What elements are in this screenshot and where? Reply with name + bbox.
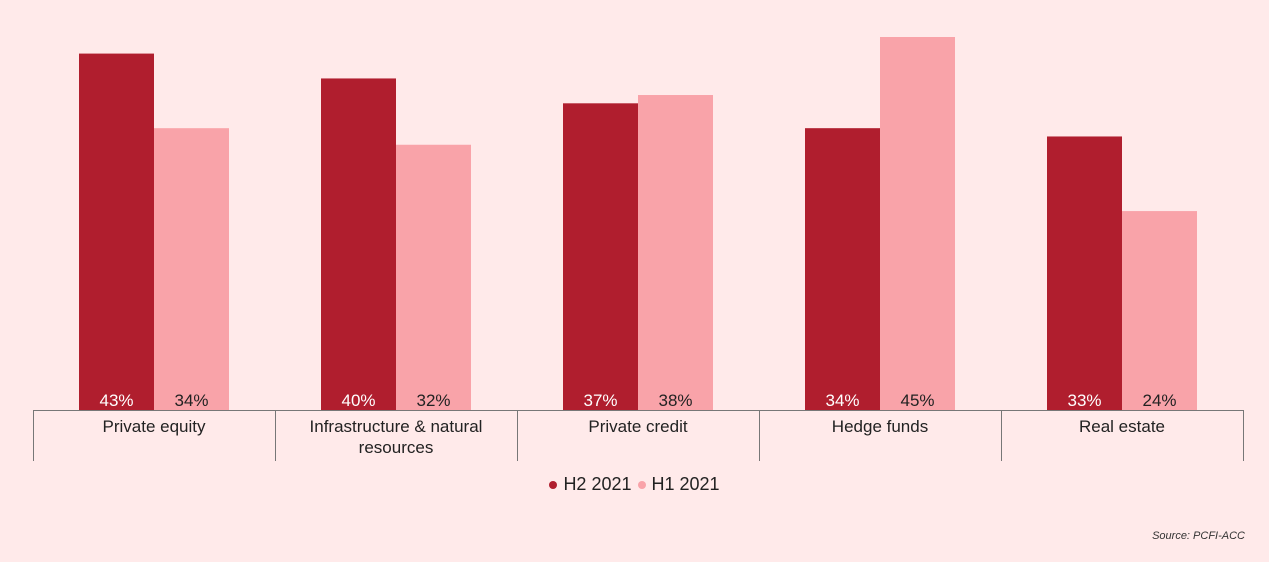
legend-dot-h2-icon xyxy=(549,480,558,489)
bar-h2-2021-private-equity[interactable] xyxy=(79,53,154,410)
bar-h2-2021-infrastructure-natural-resources[interactable] xyxy=(321,78,396,410)
bar-label-h1-2021-private-equity: 34% xyxy=(174,391,208,410)
x-tick-label-hedge-funds: Hedge funds xyxy=(832,417,928,436)
bar-h1-2021-private-credit[interactable] xyxy=(638,95,713,411)
bar-label-h1-2021-infrastructure-natural-resources: 32% xyxy=(416,391,450,410)
bar-label-h1-2021-real-estate: 24% xyxy=(1142,391,1176,410)
bar-h1-2021-infrastructure-natural-resources[interactable] xyxy=(396,144,471,410)
legend-label-h2: H2 2021 xyxy=(563,474,632,494)
x-axis: Private equity Infrastructure & natural re… xyxy=(33,410,1244,461)
bar-h1-2021-private-equity[interactable] xyxy=(154,128,229,410)
bar-h2-2021-real-estate[interactable] xyxy=(1047,136,1122,410)
x-tick-label-infrastructure-natural-resources: Infrastructure & natural resources xyxy=(310,417,483,457)
legend-item-h2[interactable]: H2 2021 xyxy=(549,474,632,495)
bar-label-h2-2021-private-equity: 43% xyxy=(99,391,133,410)
bar-label-h2-2021-infrastructure-natural-resources: 40% xyxy=(341,391,375,410)
bars-layer: 43% 34% 40% 32% 37% 38% 34% 45% 33% 24% xyxy=(79,37,1197,411)
legend-item-h1[interactable]: H1 2021 xyxy=(637,474,720,495)
legend: H2 2021 H1 2021 xyxy=(0,474,1269,495)
source-note: Source: PCFI-ACC xyxy=(1152,530,1245,542)
bar-h2-2021-hedge-funds[interactable] xyxy=(805,128,880,410)
bar-label-h1-2021-private-credit: 38% xyxy=(658,391,692,410)
x-tick-label-real-estate: Real estate xyxy=(1079,417,1165,436)
bar-label-h2-2021-hedge-funds: 34% xyxy=(825,391,859,410)
bar-label-h1-2021-hedge-funds: 45% xyxy=(900,391,934,410)
x-tick-label-private-credit: Private credit xyxy=(588,417,687,436)
bar-label-h2-2021-private-credit: 37% xyxy=(583,391,617,410)
legend-label-h1: H1 2021 xyxy=(651,474,720,494)
bar-h1-2021-real-estate[interactable] xyxy=(1122,211,1197,410)
x-tick-label-private-equity: Private equity xyxy=(103,417,206,436)
bar-label-h2-2021-real-estate: 33% xyxy=(1067,391,1101,410)
bar-h2-2021-private-credit[interactable] xyxy=(563,103,638,411)
legend-dot-h1-icon xyxy=(637,480,646,489)
bar-h1-2021-hedge-funds[interactable] xyxy=(880,37,955,410)
